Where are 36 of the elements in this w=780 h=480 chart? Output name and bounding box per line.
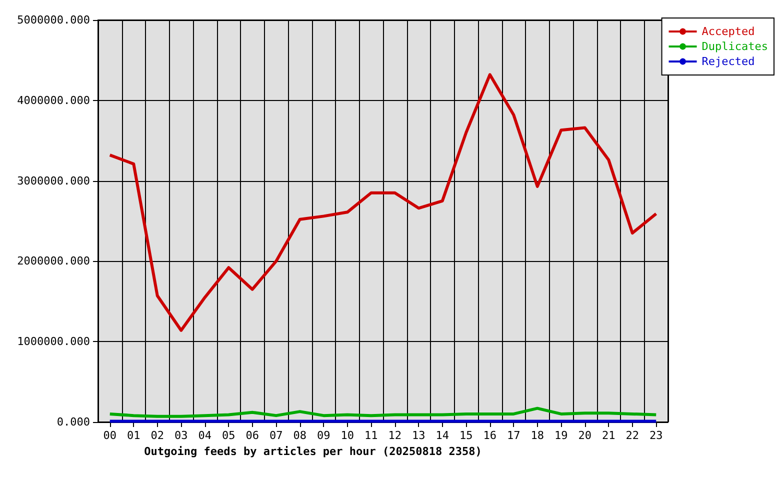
x-tick-label: 07: [270, 429, 283, 442]
x-tick-label: 19: [554, 429, 568, 442]
x-tick-label: 18: [530, 429, 544, 442]
x-tick-label: 22: [626, 429, 639, 442]
line-series: [108, 406, 658, 418]
x-tick-label: 08: [293, 429, 306, 442]
x-tick-label: 14: [436, 429, 450, 442]
x-tick-label: 06: [246, 429, 259, 442]
x-tick-label: 09: [317, 429, 330, 442]
x-tick-label: 11: [364, 429, 378, 442]
x-tick-label: 20: [578, 429, 592, 442]
line-series: [108, 73, 658, 332]
x-tick-label: 17: [507, 429, 520, 442]
x-axis-title: Outgoing feeds by articles per hour (20250818 2358): [144, 445, 482, 458]
y-tick-label: 0.000: [56, 416, 90, 428]
x-tick-label: 02: [150, 429, 164, 442]
x-tick-label: 15: [460, 429, 473, 442]
legend-label: Accepted: [702, 25, 755, 38]
x-tick-label: 03: [174, 429, 188, 442]
x-tick-label: 16: [483, 429, 496, 442]
x-tick-label: 01: [127, 429, 140, 442]
legend-label: Duplicates: [702, 40, 768, 53]
x-tick-label: 05: [222, 429, 236, 442]
x-tick-label: 00: [103, 429, 116, 442]
y-tick-label: 2000000.000: [17, 254, 90, 268]
legend-label: Rejected: [702, 55, 755, 68]
x-tick-label: 21: [602, 429, 616, 442]
x-tick-label: 10: [340, 429, 354, 442]
x-tick-label: 12: [388, 429, 402, 442]
y-tick-label: 3000000.000: [17, 174, 90, 188]
x-tick-label: 04: [198, 429, 212, 442]
y-tick-label: 4000000.000: [17, 94, 90, 107]
x-tick-label: 13: [412, 429, 426, 442]
y-tick-label: 1000000.000: [17, 335, 90, 348]
y-tick-label: 5000000.000: [17, 14, 90, 26]
x-tick-label: 23: [650, 429, 663, 442]
